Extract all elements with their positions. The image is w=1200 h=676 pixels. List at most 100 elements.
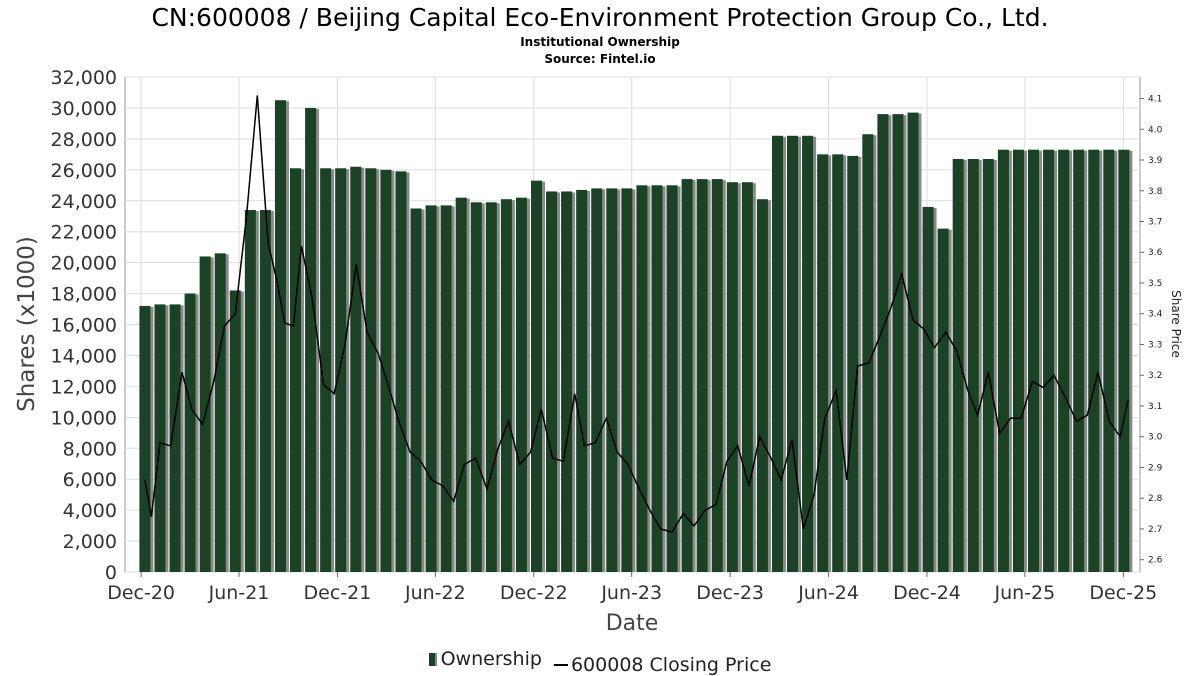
y-tick-label: 0 [105, 562, 117, 584]
ownership-bar [335, 168, 347, 572]
x-tick-label: Dec-23 [696, 582, 764, 604]
ownership-bar [229, 290, 241, 572]
y2-tick-label: 2.8 [1148, 494, 1163, 504]
y2-tick-label: 3.8 [1148, 187, 1163, 197]
x-tick-label: Jun-21 [208, 582, 270, 604]
ownership-bar [425, 205, 437, 572]
chart-canvas: 0 2,000 4,000 6,000 8,000 10,000 12,000 14,000 1… [14, 67, 1183, 636]
ownership-bar [350, 166, 362, 572]
y-tick-label: 14,000 [51, 345, 117, 367]
legend-bar-swatch-icon [428, 652, 437, 666]
x-axis-label: Date [606, 611, 659, 636]
y-tick-label: 30,000 [51, 98, 117, 120]
ownership-bar [711, 179, 723, 572]
y2-tick-label: 4.1 [1148, 95, 1162, 105]
ownership-bar [922, 206, 934, 572]
y2-tick-label: 3.5 [1148, 279, 1162, 289]
ownership-bar [365, 168, 377, 572]
y2-tick-label: 3.9 [1148, 156, 1163, 166]
y-axis-label: Shares (x1000) [14, 236, 40, 412]
ownership-bar [500, 199, 512, 572]
y-tick-label: 6,000 [63, 469, 117, 491]
ownership-bar [847, 155, 859, 572]
axes: 0 2,000 4,000 6,000 8,000 10,000 12,000 14,000 1… [51, 67, 1163, 604]
ownership-bar [320, 168, 332, 572]
ownership-bar [485, 202, 497, 572]
ownership-bar [787, 135, 799, 572]
ownership-bar [877, 114, 889, 572]
ownership-bar [561, 191, 573, 572]
ownership-bar [621, 188, 633, 572]
ownership-bar [576, 189, 588, 572]
ownership-bar [1043, 149, 1055, 572]
x-tick-label: Jun-24 [797, 582, 859, 604]
ownership-bar [997, 149, 1009, 572]
y-tick-label: 2,000 [63, 531, 117, 553]
ownership-bar [1118, 149, 1130, 572]
ownership-bar [907, 112, 919, 572]
ownership-bar [696, 179, 708, 572]
ownership-bar [606, 188, 618, 572]
ownership-bar [470, 202, 482, 572]
y2-tick-label: 3.6 [1148, 248, 1163, 258]
legend-price-label: 600008 Closing Price [570, 653, 772, 676]
y-tick-label: 8,000 [63, 438, 117, 460]
price-line-layer [144, 95, 1129, 533]
ownership-bar [395, 171, 407, 572]
ownership-bar [666, 185, 678, 572]
y-tick-label: 10,000 [51, 407, 117, 429]
y2-tick-label: 3.1 [1148, 402, 1162, 412]
legend-ownership-label: Ownership [440, 648, 542, 670]
x-tick-label: Jun-23 [600, 582, 662, 604]
y2-tick-label: 4.0 [1148, 125, 1163, 135]
ownership-bar [636, 185, 648, 572]
ownership-bar [651, 185, 663, 572]
ownership-bar [817, 154, 829, 572]
ownership-bar [530, 180, 542, 572]
ownership-bar [967, 158, 979, 572]
y2-tick-label: 3.7 [1148, 218, 1162, 228]
ownership-bar [862, 134, 874, 572]
x-tick-label: Dec-21 [304, 582, 372, 604]
ownership-bar [1088, 149, 1100, 572]
x-tick-label: Dec-22 [500, 582, 568, 604]
ownership-bar [139, 305, 151, 572]
chart-subtitle: Institutional Ownership [520, 35, 680, 49]
x-tick-label: Jun-25 [994, 582, 1056, 604]
y-tick-label: 22,000 [51, 222, 117, 244]
x-tick-label: Dec-25 [1089, 582, 1157, 604]
ownership-bar [591, 188, 603, 572]
ownership-bar [1058, 149, 1070, 572]
price-line [144, 95, 1129, 533]
y2-axis-label: Share Price [1169, 290, 1183, 358]
ownership-bar [274, 100, 286, 572]
ownership-bar [756, 199, 768, 572]
y2-tick-label: 2.6 [1148, 556, 1163, 566]
x-tick-label: Dec-24 [893, 582, 961, 604]
ownership-bar [455, 197, 467, 572]
legend: Ownership 600008 Closing Price [0, 648, 1200, 676]
ownership-bar [937, 228, 949, 572]
ownership-bar [169, 304, 181, 572]
ownership-bar [1073, 149, 1085, 572]
ownership-bar [832, 154, 844, 572]
ownership-bar [290, 168, 302, 572]
y2-tick-label: 3.2 [1148, 371, 1162, 381]
y-tick-label: 26,000 [51, 160, 117, 182]
y-tick-label: 32,000 [51, 67, 117, 89]
y2-tick-label: 2.7 [1148, 525, 1162, 535]
ownership-bar [892, 114, 904, 572]
ownership-bar [305, 107, 317, 572]
ownership-bar [546, 191, 558, 572]
ownership-bar [771, 135, 783, 572]
ownership-bar [1012, 149, 1024, 572]
y2-tick-label: 3.0 [1148, 433, 1163, 443]
ownership-bar [681, 179, 693, 572]
y-tick-label: 16,000 [51, 315, 117, 337]
x-tick-label: Jun-22 [404, 582, 466, 604]
legend-item-price: 600008 Closing Price [548, 654, 771, 676]
chart-source: Source: Fintel.io [544, 52, 656, 66]
legend-line-swatch-icon [553, 663, 568, 666]
y2-tick-label: 2.9 [1148, 463, 1163, 473]
y-tick-label: 4,000 [63, 500, 117, 522]
